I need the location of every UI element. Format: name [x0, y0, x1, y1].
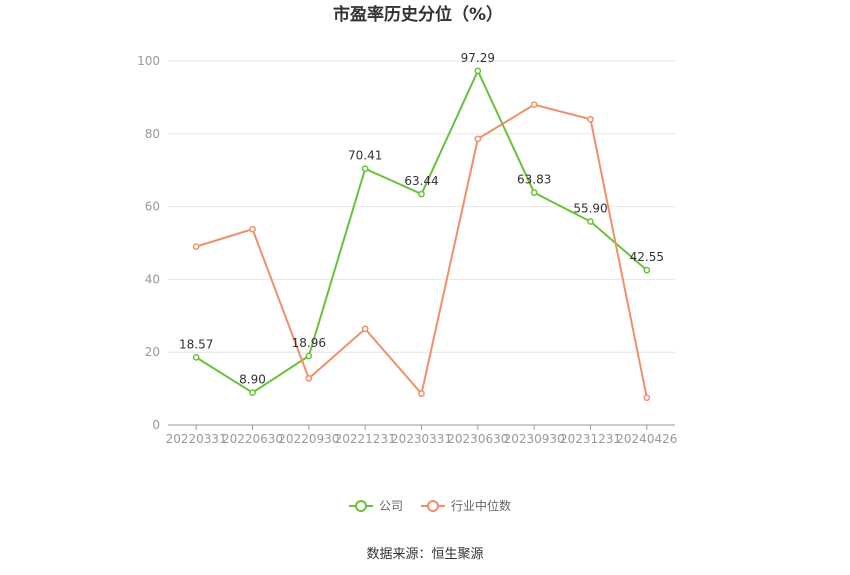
data-point[interactable] [587, 218, 594, 225]
y-tick-label: 20 [145, 345, 160, 359]
data-labels: 18.57 8.90 18.96 70.41 63.44 97.29 63.83 55.90 4… [179, 51, 664, 387]
series-line-0 [195, 68, 648, 394]
data-point[interactable] [192, 354, 200, 361]
y-tick-label: 40 [145, 272, 160, 286]
data-point[interactable] [643, 266, 651, 274]
y-tick-label: 60 [145, 200, 160, 214]
data-point[interactable] [587, 115, 594, 123]
legend-item-1[interactable]: 行业中位数 [421, 498, 511, 513]
legend-item-0[interactable]: 公司 [349, 499, 403, 513]
data-label: 70.41 [348, 149, 382, 163]
data-point[interactable] [474, 135, 482, 143]
legend-marker [427, 500, 439, 512]
x-tick-label: 20231231 [560, 432, 621, 446]
x-tick-label: 20220930 [278, 432, 339, 446]
data-label: 42.55 [630, 250, 664, 264]
data-point[interactable] [249, 225, 256, 233]
data-label: 8.90 [239, 373, 266, 387]
data-point[interactable] [643, 394, 651, 402]
grid-lines [168, 60, 675, 353]
data-point[interactable] [530, 189, 538, 197]
data-point[interactable] [305, 375, 313, 382]
y-tick-label: 100 [137, 54, 160, 68]
x-tick-label: 20220630 [222, 432, 283, 446]
data-point[interactable] [192, 243, 200, 250]
x-axis: 2022033120220630202209302022123120230331… [166, 424, 677, 446]
data-label: 55.90 [573, 202, 607, 216]
data-point[interactable] [530, 101, 538, 109]
data-point[interactable] [305, 352, 313, 360]
data-point[interactable] [418, 390, 425, 398]
data-label: 18.96 [292, 336, 326, 350]
x-tick-label: 20220331 [166, 432, 227, 446]
legend-label: 行业中位数 [451, 498, 511, 513]
legend[interactable]: 公司 行业中位数 [349, 498, 511, 513]
chart-title: 市盈率历史分位（%） [333, 4, 503, 25]
x-tick-label: 20230630 [447, 432, 508, 446]
data-label: 63.83 [517, 173, 551, 187]
data-label: 63.44 [404, 174, 438, 188]
legend-label: 公司 [379, 499, 403, 513]
data-label: 97.29 [461, 51, 495, 65]
y-axis: 0 20 40 60 80 100 [137, 54, 160, 432]
x-tick-label: 20221231 [335, 432, 396, 446]
source-note: 数据来源：恒生聚源 [366, 547, 483, 562]
data-label: 18.57 [179, 337, 213, 351]
y-tick-label: 80 [145, 127, 160, 141]
data-point[interactable] [249, 389, 256, 396]
data-point[interactable] [361, 325, 369, 333]
legend-marker [355, 500, 367, 512]
x-tick-label: 20230331 [391, 432, 452, 446]
data-point[interactable] [361, 165, 369, 173]
y-tick-label: 0 [152, 418, 160, 432]
series-line-1 [195, 103, 648, 398]
data-point[interactable] [418, 190, 425, 198]
x-tick-label: 20230930 [504, 432, 565, 446]
data-point[interactable] [474, 67, 482, 75]
series-group [192, 67, 651, 402]
x-tick-label: 20240426 [616, 432, 677, 446]
